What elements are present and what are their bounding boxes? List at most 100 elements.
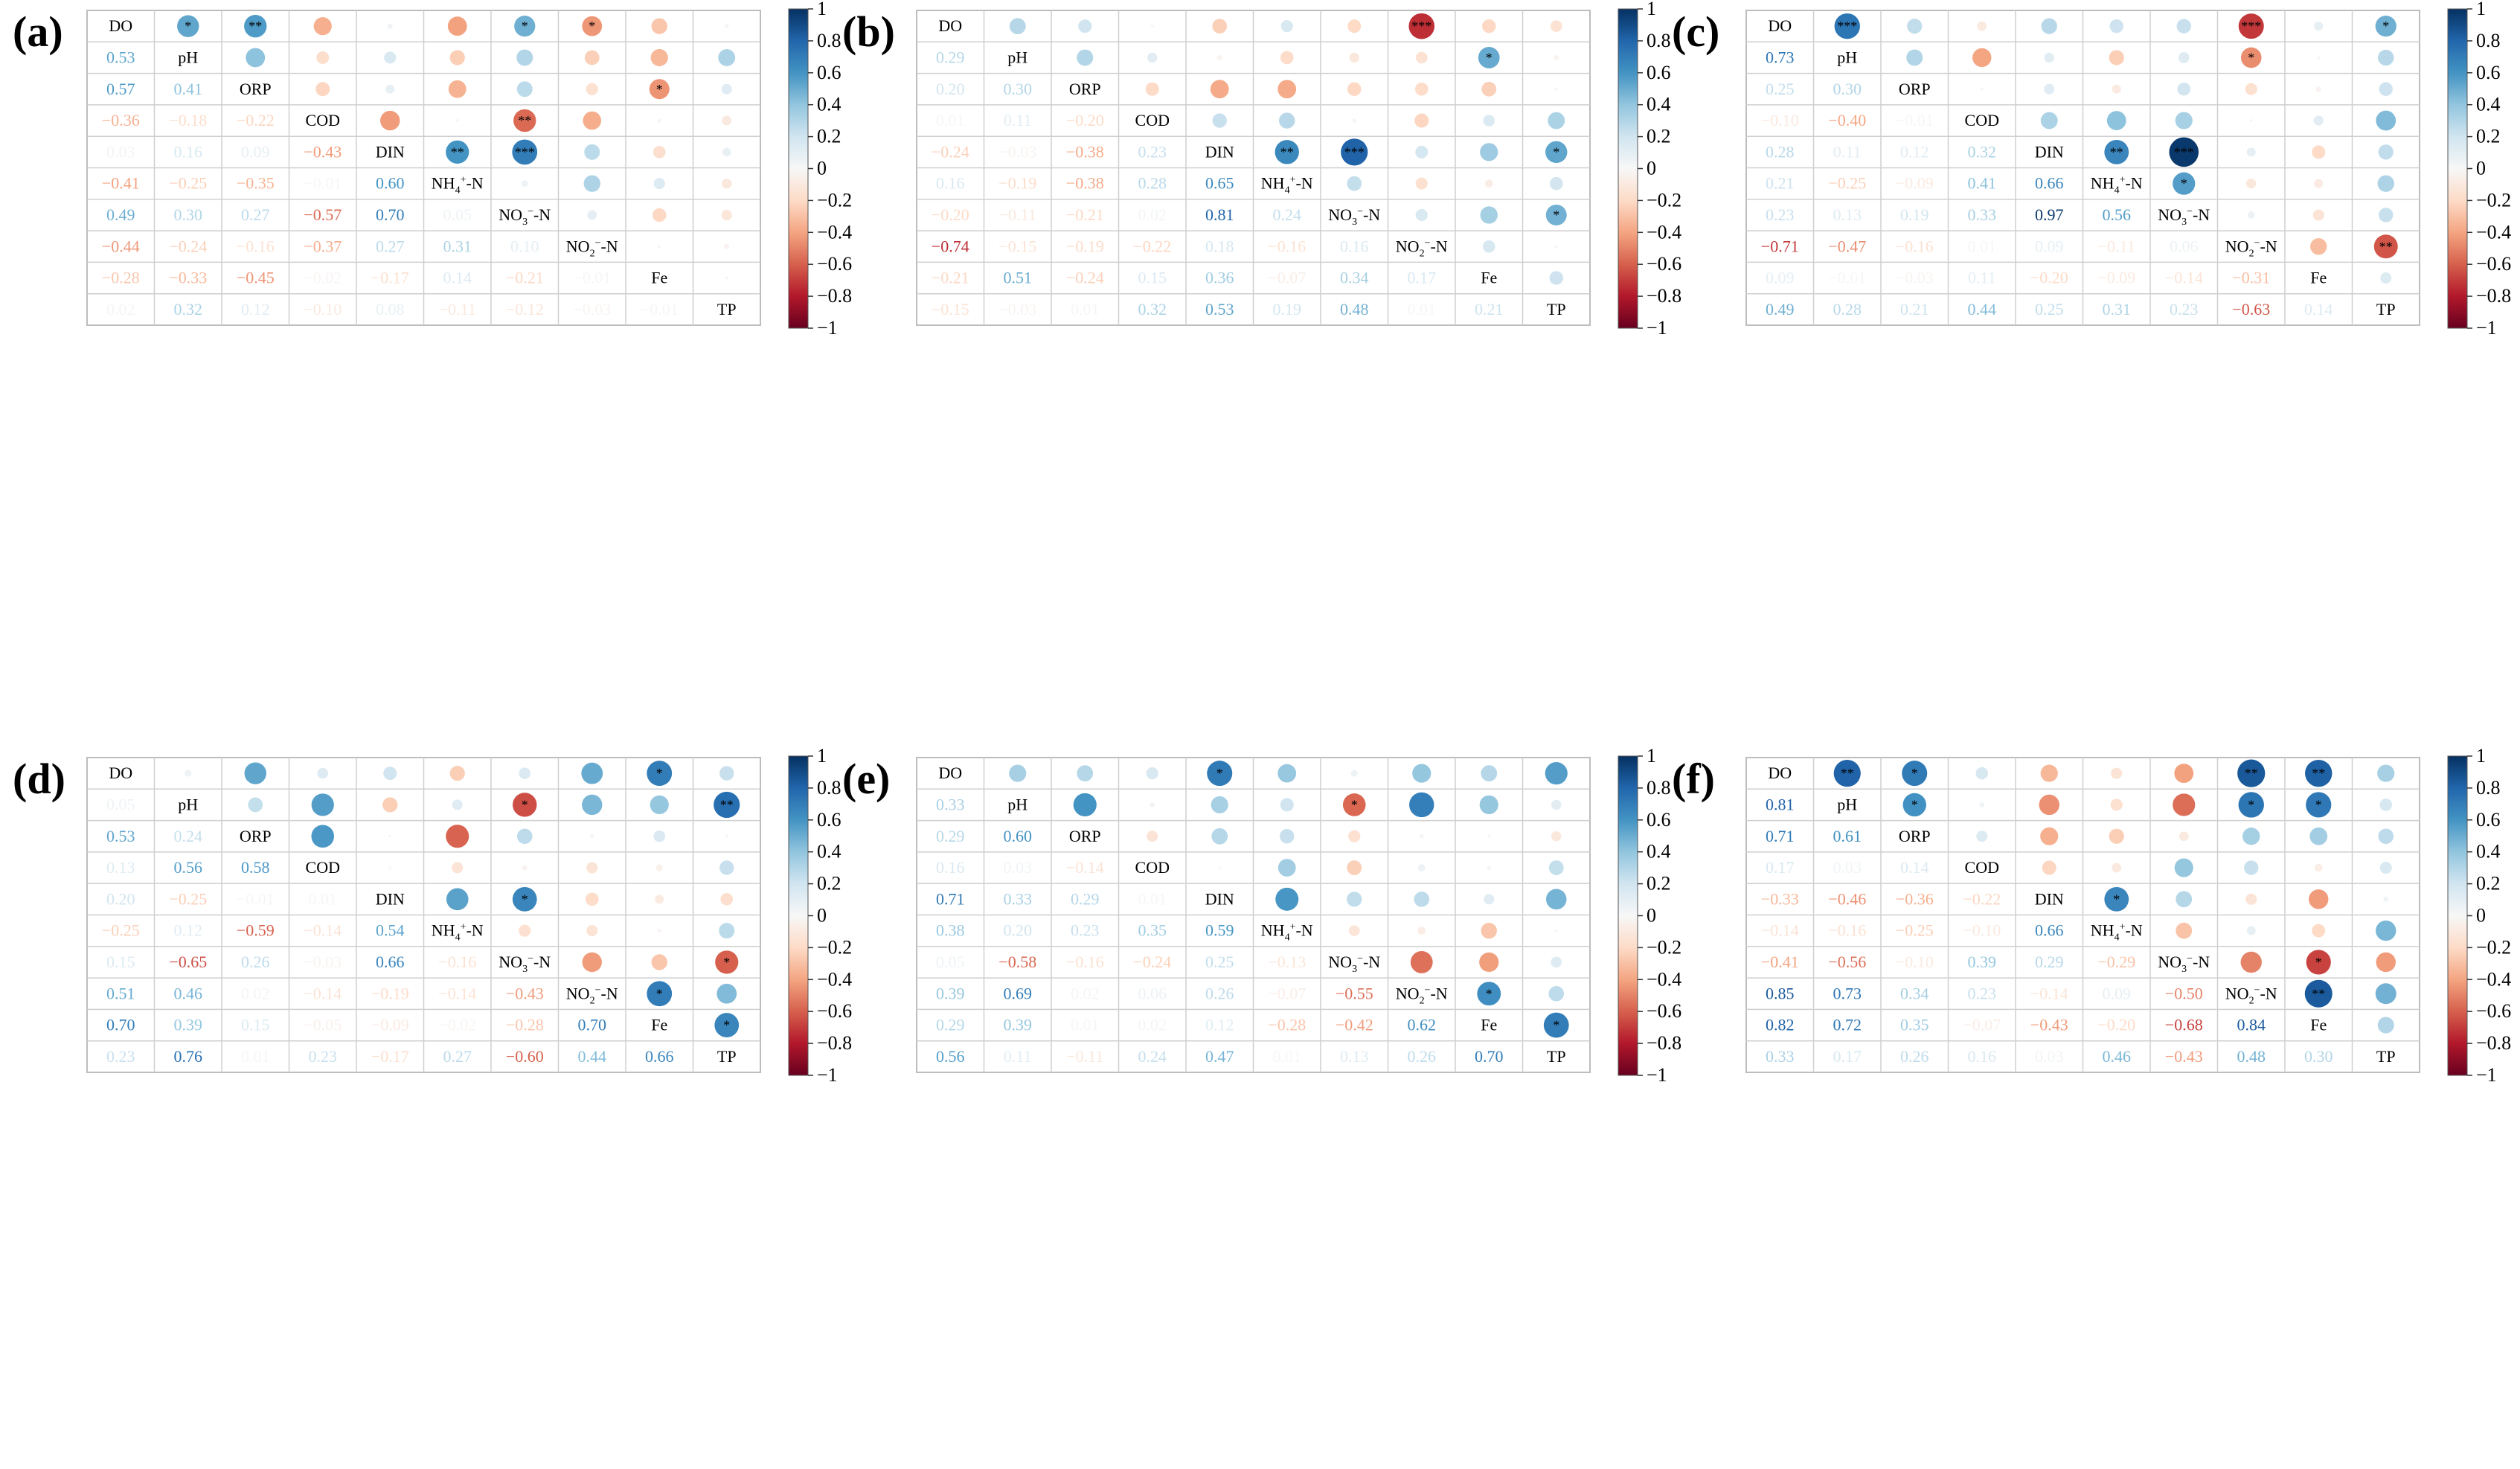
corr-circle	[1009, 764, 1027, 782]
colorbar-tick-label: −0.6	[2476, 1000, 2511, 1022]
corr-circle	[2246, 147, 2256, 157]
corr-circle	[1410, 951, 1433, 973]
corr-circle	[519, 767, 531, 779]
corr-value: 0.02	[241, 984, 270, 1002]
corr-circle	[583, 111, 602, 130]
corr-value: 0.30	[174, 205, 203, 224]
diag-label: COD	[1965, 111, 1999, 129]
corr-circle	[383, 766, 397, 781]
corr-circle	[1977, 21, 1987, 31]
corr-circle	[521, 180, 528, 188]
corr-circle	[1902, 761, 1928, 787]
corr-circle	[1218, 866, 1222, 870]
corr-circle	[455, 119, 459, 123]
corr-circle	[2305, 759, 2333, 787]
colorbar-tick-label: −0.2	[2476, 189, 2511, 211]
colorbar-tick-label: −0.4	[2476, 968, 2511, 990]
corr-circle	[2174, 764, 2194, 784]
corr-circle	[651, 954, 667, 970]
corr-value: −0.11	[1066, 1047, 1103, 1066]
diag-label: COD	[1965, 858, 1999, 877]
corr-circle	[2042, 860, 2056, 875]
corr-circle	[1280, 798, 1294, 812]
corr-circle	[2246, 178, 2257, 189]
diag-label: DIN	[2035, 142, 2064, 161]
significance-stars: *	[1351, 797, 1358, 812]
corr-value: 0.08	[376, 300, 405, 319]
corr-value: −0.33	[169, 269, 207, 287]
corr-circle	[1415, 145, 1429, 159]
corr-circle	[384, 51, 397, 64]
corr-circle	[2246, 926, 2256, 935]
corr-value: 0.16	[1340, 237, 1369, 255]
corr-value: −0.01	[304, 174, 342, 193]
significance-stars: **	[2379, 239, 2393, 254]
significance-stars: *	[723, 955, 730, 970]
corr-value: 0.66	[2035, 174, 2064, 193]
corr-value: 0.41	[174, 80, 203, 98]
colorbar-tick-label: 0.8	[817, 777, 841, 798]
corr-value: −0.16	[1268, 237, 1306, 255]
significance-stars: ***	[2174, 144, 2194, 159]
corr-circle	[1347, 19, 1362, 33]
corr-value: 0.01	[309, 889, 338, 908]
diag-label: pH	[1007, 48, 1027, 66]
corr-circle	[2112, 84, 2121, 94]
corr-value: −0.14	[2030, 984, 2068, 1002]
diag-label: DO	[938, 16, 962, 35]
diag-label: TP	[1547, 300, 1566, 319]
colorbar-tick-label: 1	[1647, 745, 1656, 766]
corr-circle	[2169, 137, 2199, 167]
corr-value: 0.31	[2103, 300, 2132, 319]
colorbar-tick-label: 0.4	[2476, 94, 2501, 115]
corr-circle	[1907, 19, 1923, 34]
corr-value: 0.56	[2103, 205, 2132, 224]
corr-value: −0.42	[1336, 1016, 1373, 1034]
colorbar-tick-label: 0	[2476, 158, 2486, 179]
corr-value: −0.17	[371, 1047, 409, 1066]
corr-value: 0.57	[106, 80, 135, 98]
corr-value: −0.10	[1761, 111, 1799, 129]
corr-circle	[448, 80, 467, 98]
corr-circle	[2044, 52, 2054, 63]
corr-circle	[1545, 141, 1568, 164]
corr-circle	[587, 210, 597, 220]
corr-circle	[1972, 48, 1992, 68]
corr-value: −0.09	[1896, 174, 1934, 193]
corr-circle	[513, 109, 536, 132]
corr-value: −0.25	[1828, 174, 1866, 193]
corr-value: 0.73	[1833, 984, 1862, 1002]
colorbar-tick-label: −0.8	[2476, 285, 2511, 307]
corr-circle	[1216, 54, 1222, 60]
corr-circle	[722, 178, 732, 189]
colorbar-tick-label: 1	[2476, 745, 2486, 766]
corr-circle	[1277, 764, 1297, 783]
corr-circle	[1554, 929, 1558, 932]
corr-value: −0.28	[102, 269, 140, 287]
significance-stars: *	[2248, 50, 2254, 65]
corr-value: −0.22	[1963, 889, 2001, 908]
corr-value: 0.30	[2304, 1047, 2333, 1066]
corr-value: 0.10	[510, 237, 539, 255]
colorbar-tick-label: 0.8	[2476, 30, 2501, 51]
corr-circle	[657, 118, 662, 123]
corr-value: 0.16	[936, 858, 965, 877]
significance-stars: *	[656, 766, 663, 781]
corr-circle	[2312, 924, 2326, 938]
corr-circle	[1484, 179, 1493, 188]
corr-circle	[725, 276, 728, 280]
corr-value: 0.35	[1138, 921, 1167, 940]
corr-value: 0.12	[174, 921, 203, 940]
significance-stars: **	[2312, 766, 2325, 781]
corr-circle	[1077, 765, 1094, 782]
colorbar-tick-label: −0.4	[1647, 221, 1681, 243]
corr-circle	[653, 830, 666, 842]
corr-value: −0.01	[1828, 269, 1866, 287]
colorbar-tick-label: 0.8	[817, 30, 841, 51]
corr-value: −0.21	[932, 269, 969, 287]
corr-value: −0.10	[1963, 921, 2001, 940]
colorbar-tick-label: 0.2	[817, 873, 841, 894]
corr-circle	[2178, 52, 2190, 63]
corr-circle	[2379, 82, 2393, 96]
corr-circle	[2041, 18, 2057, 34]
